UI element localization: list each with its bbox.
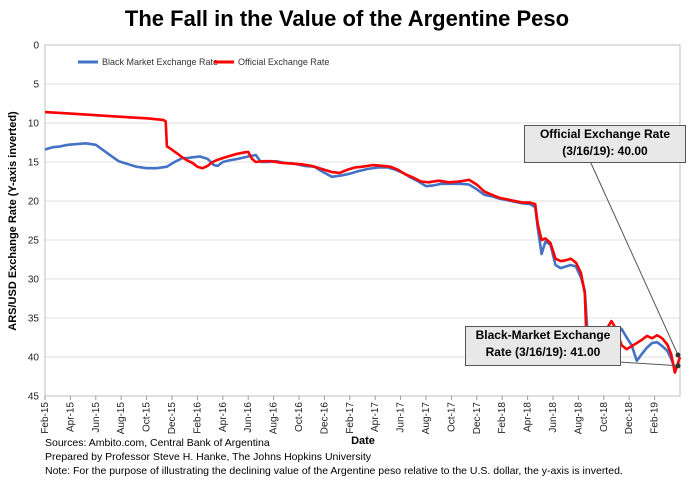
- x-tick-label: Feb-15: [40, 402, 51, 434]
- x-tick-label: Dec-18: [624, 402, 635, 435]
- annotation-leaders: [589, 160, 681, 369]
- footer-notes: Sources: Ambito.com, Central Bank of Arg…: [45, 436, 623, 478]
- x-tick-label: Apr-18: [523, 402, 534, 432]
- x-tick-label: Oct-16: [294, 402, 305, 432]
- legend-label-official: Official Exchange Rate: [238, 57, 329, 67]
- black-callout-line1: Black-Market Exchange: [475, 328, 611, 342]
- legend-label-black-market: Black Market Exchange Rate: [102, 57, 218, 67]
- black-market-rate-callout: Black-Market Exchange Rate (3/16/19): 41…: [465, 326, 621, 366]
- official-callout-leader: [589, 160, 679, 356]
- x-tick-label: Apr-17: [370, 402, 381, 432]
- y-tick-label: 35: [28, 314, 40, 325]
- x-tick-label: Jun-17: [396, 402, 407, 433]
- official-rate-callout: Official Exchange Rate (3/16/19): 40.00: [524, 125, 686, 163]
- y-tick-label: 25: [28, 236, 40, 247]
- official-callout-line2: (3/16/19): 40.00: [562, 144, 648, 158]
- legend: Black Market Exchange Rate Official Exch…: [78, 57, 329, 67]
- footer-prepared-by: Prepared by Professor Steve H. Hanke, Th…: [45, 451, 372, 463]
- y-tick-label: 15: [28, 158, 40, 169]
- x-axis-ticks: Feb-15 Apr-15 Jun-15 Aug-15 Oct-15 Dec-15 Feb-…: [40, 396, 661, 434]
- chart-title: The Fall in the Value of the Argentine P…: [124, 6, 570, 31]
- x-tick-label: Aug-15: [116, 402, 127, 435]
- x-tick-label: Aug-18: [573, 402, 584, 435]
- y-tick-label: 5: [33, 80, 39, 91]
- x-tick-label: Jun-18: [548, 402, 559, 433]
- x-tick-label: Dec-15: [167, 402, 178, 435]
- plot-frame: [44, 44, 681, 397]
- black-callout-line2: Rate (3/16/19): 41.00: [485, 345, 601, 359]
- x-axis-label: Date: [351, 435, 375, 447]
- x-tick-label: Dec-16: [319, 402, 330, 435]
- y-tick-label: 30: [28, 275, 40, 286]
- footer-note: Note: For the purpose of illustrating th…: [45, 465, 623, 477]
- y-tick-label: 45: [28, 392, 40, 403]
- y-axis-ticks: 0 5 10 15 20 25 30 35 40 45: [28, 41, 40, 403]
- x-tick-label: Oct-15: [142, 402, 153, 432]
- x-tick-label: Apr-15: [65, 402, 76, 432]
- x-tick-label: Feb-17: [345, 402, 356, 434]
- x-tick-label: Jun-15: [91, 402, 102, 433]
- y-tick-label: 10: [28, 119, 40, 130]
- x-tick-label: Dec-17: [472, 402, 483, 435]
- black-callout-leader: [618, 361, 679, 367]
- y-tick-label: 20: [28, 197, 40, 208]
- plot-area-border: [44, 44, 681, 397]
- official-callout-line1: Official Exchange Rate: [539, 127, 671, 141]
- y-axis-label: ARS/USD Exchange Rate (Y-axis inverted): [7, 111, 19, 331]
- x-tick-label: Feb-16: [192, 402, 203, 434]
- official-callout-pointer: [675, 352, 681, 358]
- x-tick-label: Feb-18: [497, 402, 508, 434]
- x-tick-label: Aug-16: [269, 402, 280, 435]
- x-tick-label: Oct-17: [446, 402, 457, 432]
- x-tick-label: Apr-16: [218, 402, 229, 432]
- y-tick-label: 40: [28, 353, 40, 364]
- x-tick-label: Aug-17: [421, 402, 432, 435]
- x-tick-label: Oct-18: [599, 402, 610, 432]
- x-tick-label: Jun-16: [243, 402, 254, 433]
- footer-sources: Sources: Ambito.com, Central Bank of Arg…: [45, 437, 270, 449]
- black-callout-pointer: [675, 363, 681, 369]
- x-tick-label: Feb-19: [650, 402, 661, 434]
- y-tick-label: 0: [33, 41, 39, 52]
